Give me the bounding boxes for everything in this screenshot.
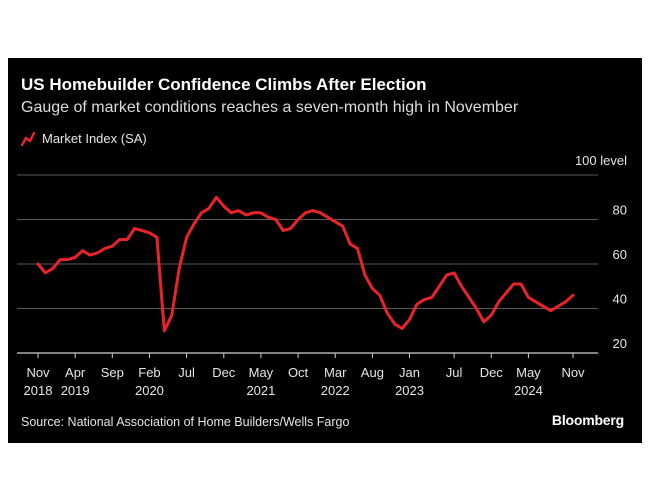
x-tick-label-month: Nov <box>561 365 585 380</box>
chart-title: US Homebuilder Confidence Climbs After E… <box>21 75 427 94</box>
x-tick-label-month: Dec <box>480 365 504 380</box>
x-tick-label-year: 2018 <box>24 383 53 398</box>
x-tick-label-year: 2020 <box>135 383 164 398</box>
y-tick-label: 40 <box>613 292 627 307</box>
x-tick-label-year: 2019 <box>61 383 90 398</box>
x-tick-label-month: May <box>249 365 274 380</box>
x-tick-label-month: May <box>516 365 541 380</box>
x-tick-label-month: Dec <box>212 365 236 380</box>
x-tick-label-year: 2023 <box>395 383 424 398</box>
x-tick-label-month: Oct <box>288 365 309 380</box>
x-tick-label-month: Jan <box>399 365 420 380</box>
x-tick-label-year: 2022 <box>321 383 350 398</box>
x-tick-label-year: 2021 <box>246 383 275 398</box>
legend-label: Market Index (SA) <box>42 131 147 146</box>
x-tick-label-year: 2024 <box>514 383 543 398</box>
source-note: Source: National Association of Home Bui… <box>21 415 350 429</box>
x-tick-label-month: Mar <box>324 365 347 380</box>
x-tick-label-month: Jul <box>178 365 195 380</box>
bloomberg-logo: Bloomberg <box>551 412 624 428</box>
chart-subtitle: Gauge of market conditions reaches a sev… <box>21 99 519 116</box>
legend-line-icon <box>21 131 35 146</box>
legend: Market Index (SA) <box>21 131 147 146</box>
y-tick-label: 60 <box>613 247 627 262</box>
x-tick-label-month: Sep <box>101 365 124 380</box>
x-tick-label-month: Feb <box>138 365 160 380</box>
x-tick-label-month: Apr <box>65 365 86 380</box>
x-tick-label-month: Nov <box>26 365 50 380</box>
y-tick-label: 80 <box>613 203 627 218</box>
y-tick-label: 20 <box>613 336 627 351</box>
series-line-market-index <box>36 195 575 333</box>
x-tick-label-month: Jul <box>446 365 463 380</box>
y-axis-unit-label: 100 level <box>574 153 627 168</box>
chart-card: US Homebuilder Confidence Climbs After E… <box>8 58 642 443</box>
line-chart: 20 40 60 80 Nov 2018 Apr 2019 Sep Feb 2020 Jul Dec Ma… <box>17 174 627 398</box>
x-tick-label-month: Aug <box>361 365 384 380</box>
